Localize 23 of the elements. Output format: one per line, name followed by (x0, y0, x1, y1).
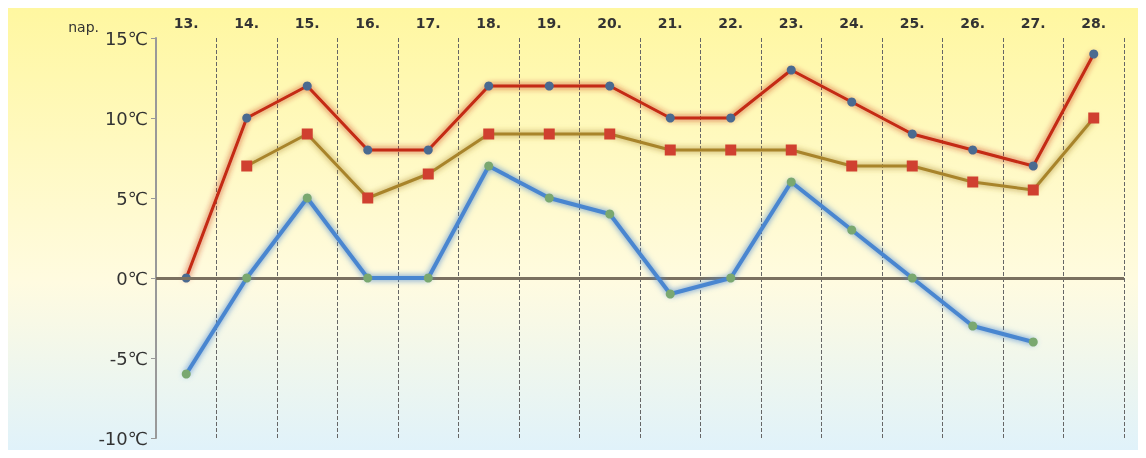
x-tick-label: 26. (960, 15, 986, 31)
y-tick-label: -10℃ (98, 427, 148, 449)
y-tick-label: 10℃ (104, 107, 148, 129)
x-tick-label: 19. (536, 15, 562, 31)
x-tick-label: 15. (294, 15, 320, 31)
x-tick-label: 14. (234, 15, 260, 31)
x-tick-label: 20. (597, 15, 623, 31)
x-axis-title: nap. (68, 19, 99, 35)
x-tick-label: 25. (899, 15, 925, 31)
x-tick-label: 22. (718, 15, 744, 31)
x-tick-label: 17. (415, 15, 441, 31)
x-tick-label: 24. (839, 15, 865, 31)
y-tick-label: 15℃ (104, 27, 148, 49)
y-tick-label: -5℃ (109, 347, 148, 369)
x-tick-label: 27. (1020, 15, 1046, 31)
x-tick-label: 23. (778, 15, 804, 31)
x-tick-label: 28. (1081, 15, 1107, 31)
x-tick-label: 16. (355, 15, 381, 31)
x-tick-label: 18. (476, 15, 502, 31)
y-tick-label: 5℃ (116, 187, 148, 209)
x-tick-label: 21. (657, 15, 683, 31)
y-tick-label: 0℃ (116, 267, 148, 289)
x-tick-label: 13. (173, 15, 199, 31)
